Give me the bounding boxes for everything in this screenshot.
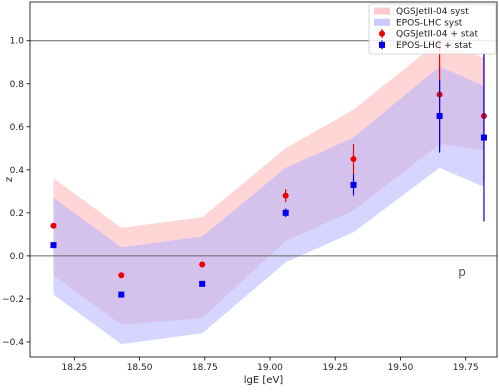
legend-marker-epos-lhc-stat [379, 41, 385, 48]
y-tick-label: 0.2 [10, 209, 24, 219]
plot-frame [29, 1, 498, 358]
data-point-epos-lhc-stat [199, 280, 206, 287]
plot-frame-rect [29, 1, 498, 358]
y-tick-label: −0.4 [2, 338, 24, 348]
legend-swatch-qgsjetii-04-syst [374, 7, 390, 15]
legend-label-qgsjetii-04-syst: QGSJetII-04 syst [396, 7, 469, 17]
data-point-epos-lhc-stat [118, 291, 125, 298]
x-tick-label: 19.50 [388, 363, 414, 373]
x-tick-label: 19.75 [453, 363, 479, 373]
y-tick-label: 0.8 [10, 80, 25, 90]
band-epos-lhc-syst [53, 66, 484, 345]
systematic-bands [53, 40, 484, 345]
data-point-qgsjetii-04-stat [350, 156, 357, 163]
y-tick-label: 0.0 [10, 252, 25, 262]
annotations: p [458, 265, 466, 279]
legend-box [368, 3, 497, 55]
data-point-epos-lhc-stat [480, 134, 487, 141]
data-point-qgsjetii-04-stat [199, 261, 206, 268]
x-tick-label: 18.25 [61, 363, 87, 373]
y-tick-label: 1.0 [10, 37, 25, 47]
data-series [50, 40, 487, 298]
data-point-qgsjetii-04-stat [118, 272, 125, 279]
x-tick-label: 19.25 [322, 363, 348, 373]
x-axis-label: lgE [eV] [244, 375, 284, 386]
legend-swatch-epos-lhc-syst [374, 18, 390, 26]
data-point-epos-lhc-stat [436, 113, 443, 120]
y-tick-label: 0.4 [10, 166, 25, 176]
data-point-epos-lhc-stat [350, 181, 357, 188]
x-tick-label: 19.00 [257, 363, 283, 373]
legend-label-qgsjetii-04-stat: QGSJetII-04 + stat [396, 30, 478, 40]
data-point-epos-lhc-stat [50, 242, 57, 249]
legend-label-epos-lhc-syst: EPOS-LHC syst [396, 18, 463, 28]
data-point-epos-lhc-stat [282, 209, 289, 216]
axes: 18.25 18.50 18.75 19.00 19.25 19.50 19.75 −0.4 −… [2, 37, 478, 386]
x-tick-label: 18.50 [127, 363, 153, 373]
legend-marker-qgsjetii-04-stat [379, 30, 385, 37]
annotation-label: p [458, 265, 466, 279]
y-tick-label: −0.2 [2, 295, 24, 305]
legend-label-epos-lhc-stat: EPOS-LHC + stat [396, 41, 472, 51]
data-point-qgsjetii-04-stat [50, 222, 57, 229]
data-point-qgsjetii-04-stat [282, 192, 289, 199]
y-tick-label: 0.6 [10, 123, 25, 133]
y-axis-label: z [4, 177, 15, 182]
x-tick-label: 18.75 [192, 363, 218, 373]
